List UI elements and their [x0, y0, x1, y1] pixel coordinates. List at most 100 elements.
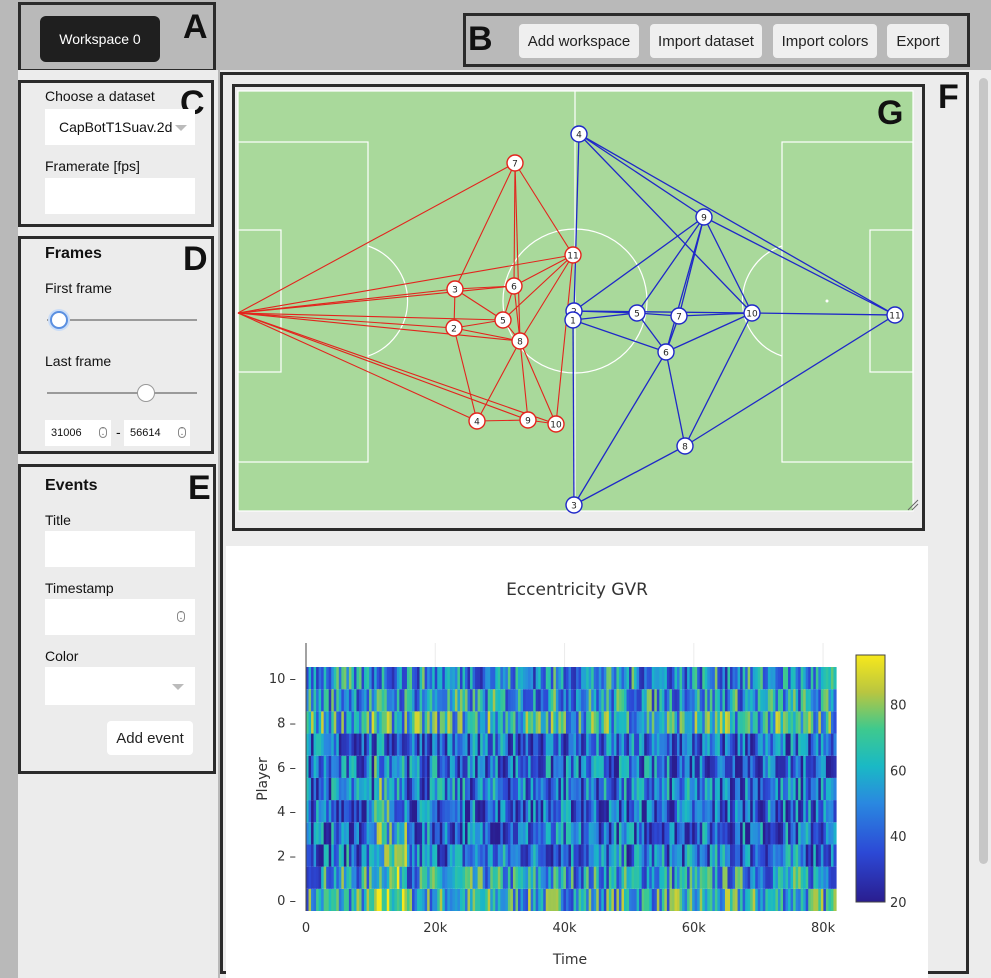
heatmap-cell: [555, 733, 559, 756]
heatmap-cell: [432, 866, 436, 889]
heatmap-cell: [457, 844, 461, 867]
heatmap-cell: [467, 755, 471, 778]
heatmap-cell: [808, 844, 812, 867]
heatmap-cell: [313, 755, 317, 778]
heatmap-cell: [545, 755, 549, 778]
heatmap-cell: [351, 866, 355, 889]
heatmap-cell: [586, 844, 590, 867]
heatmap-cell: [593, 711, 597, 734]
heatmap-cell: [767, 888, 771, 911]
import-colors-button[interactable]: Import colors: [773, 24, 877, 58]
heatmap-cell: [512, 733, 517, 756]
heatmap-cell: [412, 800, 416, 823]
heatmap-cell: [399, 844, 403, 867]
heatmap-cell: [475, 689, 479, 712]
heatmap-cell: [560, 733, 565, 756]
import-dataset-button[interactable]: Import dataset: [650, 24, 762, 58]
heatmap-cell: [323, 866, 327, 889]
heatmap-cell: [624, 755, 628, 778]
workspace-tab-button[interactable]: Workspace 0: [40, 16, 160, 62]
heatmap-cell: [631, 667, 635, 690]
heatmap-cell: [785, 800, 789, 823]
stepper-icon[interactable]: ⌃ ⌄: [177, 611, 185, 622]
heatmap-cell: [707, 866, 711, 889]
export-button[interactable]: Export: [887, 24, 949, 58]
vertical-scrollbar[interactable]: [979, 78, 988, 864]
heatmap-cell: [616, 755, 620, 778]
heatmap-cell: [641, 844, 645, 867]
heatmap-cell: [361, 711, 365, 734]
heatmap-cell: [588, 711, 592, 734]
last-frame-slider-thumb[interactable]: [137, 384, 155, 402]
heatmap-cell: [316, 800, 320, 823]
heatmap-cell: [412, 755, 416, 778]
heatmap-cell: [414, 689, 418, 712]
heatmap-cell: [518, 755, 522, 778]
heatmap-cell: [472, 844, 476, 867]
heatmap-cell: [664, 711, 668, 734]
heatmap-cell: [576, 755, 580, 778]
heatmap-cell: [462, 800, 466, 823]
heatmap-cell: [454, 689, 459, 712]
heatmap-cell: [813, 689, 817, 712]
framerate-input[interactable]: [45, 178, 195, 214]
heatmap-cell: [422, 866, 426, 889]
event-color-select[interactable]: [45, 667, 195, 705]
dataset-select[interactable]: CapBotT1Suav.2d: [45, 109, 195, 145]
heatmap-cell: [644, 689, 648, 712]
heatmap-cell: [618, 733, 623, 756]
heatmap-cell: [775, 888, 779, 911]
heatmap-cell: [465, 755, 469, 778]
heatmap-cell: [328, 667, 332, 690]
heatmap-cell: [606, 733, 610, 756]
heatmap-cell: [780, 866, 784, 889]
heatmap-cell: [361, 844, 365, 867]
frame-range-separator: -: [116, 424, 121, 440]
heatmap-cell: [654, 800, 658, 823]
heatmap-cell: [422, 800, 426, 823]
stepper-icon[interactable]: ⌃ ⌄: [178, 427, 186, 438]
heatmap-cell: [366, 888, 370, 911]
heatmap-cell: [371, 866, 375, 889]
region-label-b: B: [468, 20, 493, 58]
heatmap-cell: [452, 755, 456, 778]
heatmap-cell: [682, 667, 686, 690]
heatmap-cell: [724, 888, 729, 911]
heatmap-cell: [770, 777, 774, 801]
event-title-input[interactable]: [45, 531, 195, 567]
event-timestamp-input[interactable]: ⌃ ⌄: [45, 599, 195, 635]
heatmap-cell: [391, 777, 395, 801]
first-frame-slider[interactable]: [47, 319, 197, 321]
heatmap-cell: [338, 866, 342, 889]
heatmap-cell: [742, 711, 746, 734]
heatmap-cell: [417, 822, 421, 845]
heatmap-cell: [818, 777, 822, 801]
heatmap-cell: [406, 844, 411, 867]
heatmap-cell: [808, 866, 812, 889]
last-frame-number-input[interactable]: 56614 ⌃ ⌄: [124, 420, 190, 446]
first-frame-slider-thumb[interactable]: [50, 311, 68, 329]
heatmap-cell: [364, 888, 368, 911]
heatmap-cell: [828, 689, 832, 712]
colorbar-tick-label: 20: [890, 896, 907, 911]
add-workspace-button[interactable]: Add workspace: [519, 24, 639, 58]
first-frame-number-input[interactable]: 31006 ⌃ ⌄: [45, 420, 111, 446]
heatmap-cell: [424, 689, 428, 712]
heatmap-cell: [730, 800, 734, 823]
heatmap-cell: [783, 888, 787, 911]
stepper-icon[interactable]: ⌃ ⌄: [99, 427, 107, 438]
heatmap-cell: [823, 755, 827, 778]
events-heading: Events: [45, 477, 98, 494]
add-event-button[interactable]: Add event: [107, 721, 193, 755]
heatmap-cell: [308, 689, 312, 712]
heatmap-cell: [366, 866, 370, 889]
heatmap-cell: [439, 822, 443, 845]
heatmap-cell: [417, 755, 421, 778]
heatmap-cell: [394, 800, 398, 823]
heatmap-cell: [631, 888, 635, 911]
last-frame-slider[interactable]: [47, 392, 197, 394]
heatmap-cell: [331, 844, 335, 867]
heatmap-cell: [571, 800, 575, 823]
heatmap-cell: [694, 667, 698, 690]
heatmap-cell: [626, 777, 630, 801]
